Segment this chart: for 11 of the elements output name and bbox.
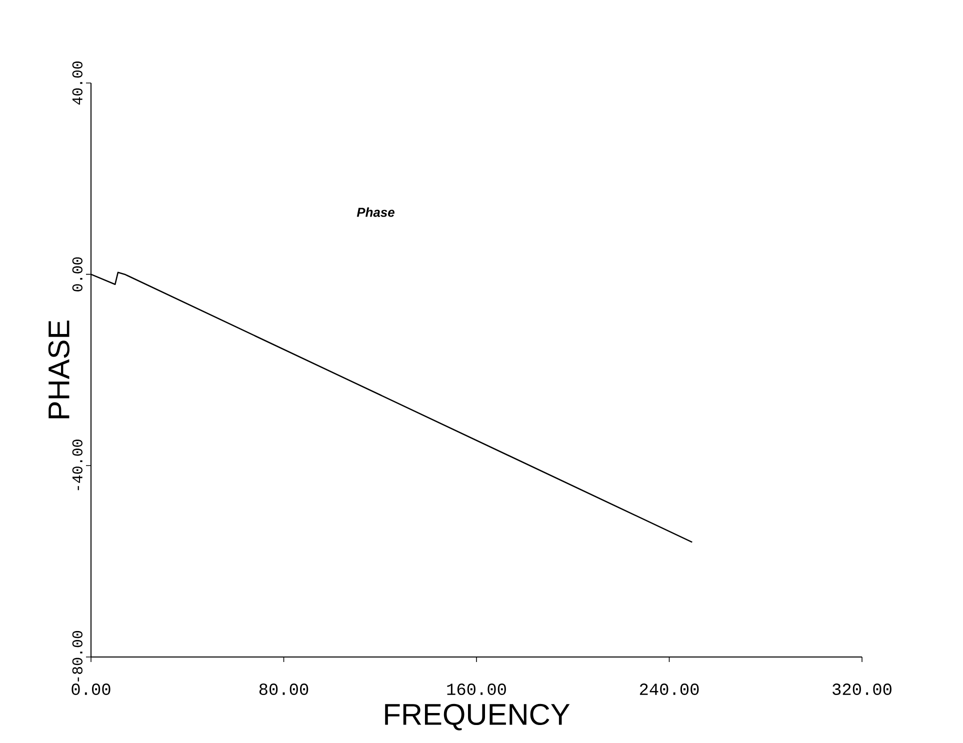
x-tick-label: 320.00 bbox=[832, 684, 892, 696]
y-axis-title: PHASE bbox=[48, 320, 70, 418]
y-tick-label: -80.00 bbox=[72, 631, 82, 682]
x-tick-label: 80.00 bbox=[259, 684, 308, 696]
x-tick-label: 240.00 bbox=[640, 684, 699, 696]
x-axis-title: FREQUENCY bbox=[385, 704, 570, 730]
text: Phase bbox=[356, 207, 394, 217]
y-tick-label: 40.00 bbox=[72, 61, 82, 105]
y-tick-label: -40.00 bbox=[72, 440, 82, 490]
y-tick-label: 0.00 bbox=[72, 257, 82, 292]
x-tick-label: 160.00 bbox=[447, 684, 506, 696]
